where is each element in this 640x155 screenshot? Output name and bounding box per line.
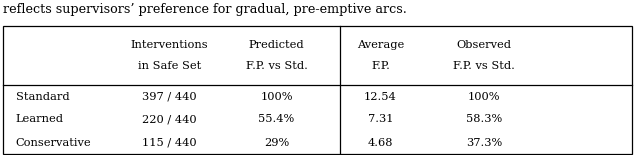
Text: in Safe Set: in Safe Set (138, 61, 202, 71)
Text: Conservative: Conservative (15, 137, 92, 148)
Text: F.P. vs Std.: F.P. vs Std. (246, 61, 308, 71)
Text: 397 / 440: 397 / 440 (142, 91, 197, 102)
Text: 100%: 100% (260, 91, 293, 102)
Text: 12.54: 12.54 (364, 91, 397, 102)
Text: 4.68: 4.68 (367, 137, 393, 148)
Text: Interventions: Interventions (131, 40, 209, 50)
Text: 220 / 440: 220 / 440 (142, 115, 197, 124)
Text: 115 / 440: 115 / 440 (142, 137, 197, 148)
Text: 29%: 29% (264, 137, 289, 148)
Text: reflects supervisors’ preference for gradual, pre-emptive arcs.: reflects supervisors’ preference for gra… (3, 3, 407, 16)
Text: 58.3%: 58.3% (466, 115, 502, 124)
Text: 100%: 100% (468, 91, 500, 102)
Text: 37.3%: 37.3% (466, 137, 502, 148)
Text: F.P. vs Std.: F.P. vs Std. (453, 61, 515, 71)
Text: Average: Average (356, 40, 404, 50)
Bar (3, 26, 632, 154)
Text: 55.4%: 55.4% (259, 115, 295, 124)
Text: 7.31: 7.31 (367, 115, 393, 124)
Text: Predicted: Predicted (249, 40, 305, 50)
Text: Learned: Learned (15, 115, 63, 124)
Text: Standard: Standard (15, 91, 69, 102)
Text: F.P.: F.P. (371, 61, 390, 71)
Text: Observed: Observed (457, 40, 512, 50)
